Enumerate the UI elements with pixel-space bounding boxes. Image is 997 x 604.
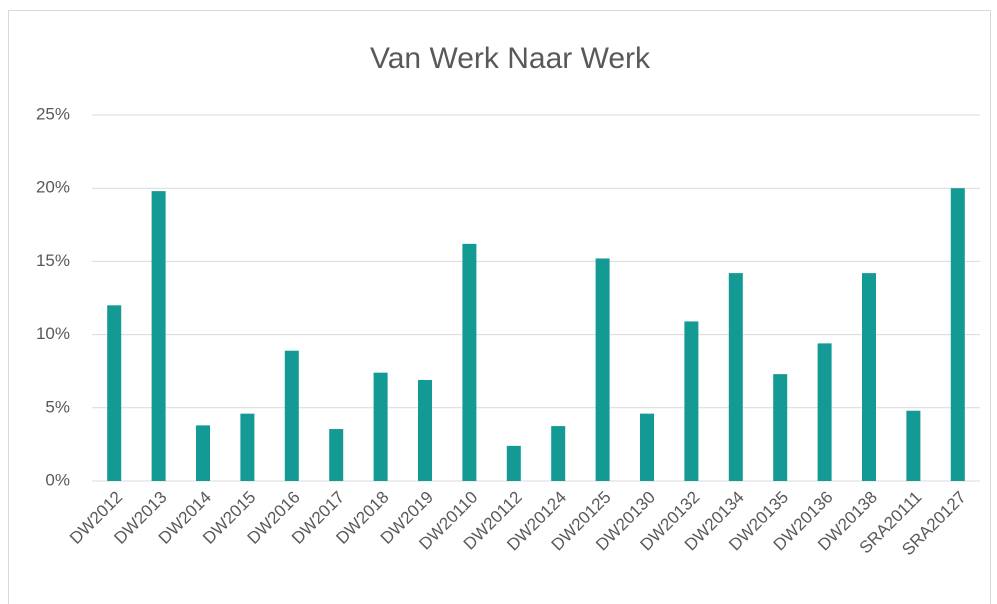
y-tick-label: 10% bbox=[36, 324, 70, 343]
y-tick-label: 15% bbox=[36, 251, 70, 270]
bar bbox=[862, 273, 876, 481]
bar bbox=[462, 243, 477, 481]
bar bbox=[817, 343, 832, 481]
bar bbox=[950, 188, 965, 481]
y-tick-label: 25% bbox=[36, 104, 70, 123]
bar bbox=[418, 379, 432, 481]
y-tick-label: 20% bbox=[36, 178, 70, 197]
y-tick-label: 0% bbox=[45, 470, 70, 489]
bar bbox=[373, 372, 388, 481]
y-tick-label: 5% bbox=[45, 397, 70, 416]
bar bbox=[151, 191, 166, 482]
bar bbox=[196, 425, 210, 481]
bar bbox=[640, 413, 654, 481]
bar bbox=[107, 305, 122, 481]
bar bbox=[728, 273, 743, 481]
chart-title: Van Werk Naar Werk bbox=[370, 42, 651, 75]
bar bbox=[240, 413, 255, 481]
bar bbox=[773, 374, 788, 481]
chart-frame bbox=[8, 10, 991, 604]
bar bbox=[284, 350, 299, 481]
bar bbox=[329, 429, 344, 481]
bar bbox=[906, 410, 921, 481]
bar bbox=[506, 445, 521, 481]
bar bbox=[551, 426, 566, 481]
bar bbox=[684, 321, 699, 481]
bar bbox=[595, 258, 610, 481]
